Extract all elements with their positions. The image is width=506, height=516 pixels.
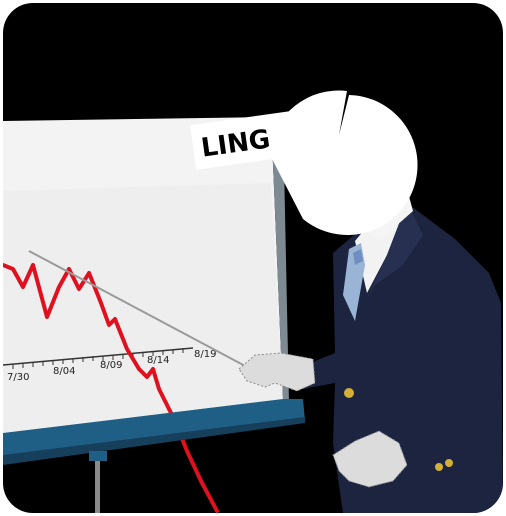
- pointer-stick: [28, 250, 248, 368]
- easel: [3, 399, 305, 513]
- whiteboard: [3, 117, 289, 435]
- lower-hand: [332, 430, 408, 488]
- face-circle: [269, 90, 418, 235]
- tick-label: 8/04: [53, 366, 75, 377]
- meme-frame: LING: [3, 3, 503, 513]
- presenter: [303, 203, 503, 513]
- pointing-hand: [238, 352, 316, 392]
- tick-label: 7/30: [7, 372, 29, 383]
- stock-meme-illustration: LING: [3, 90, 503, 513]
- stock-line: [3, 263, 219, 513]
- tick-label: 8/09: [100, 360, 122, 371]
- tick-label: 8/19: [194, 349, 216, 360]
- tick-label: 8/14: [147, 355, 169, 366]
